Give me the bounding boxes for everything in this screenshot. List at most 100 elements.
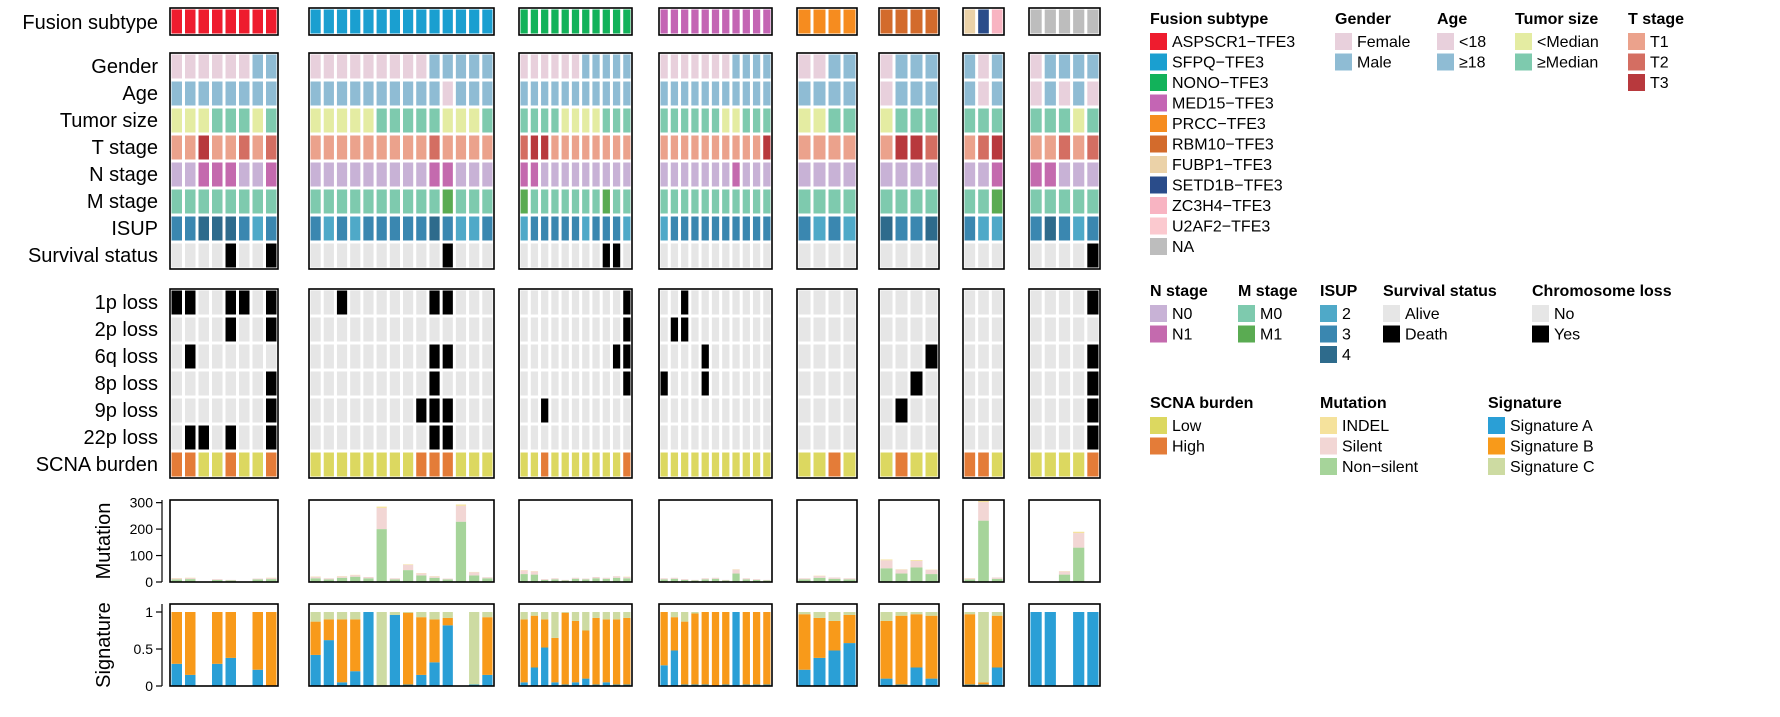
heatmap-cell [541,317,549,342]
heatmap-cell [711,216,720,241]
heatmap-cell [763,398,771,423]
legend-swatch [1150,33,1167,50]
heatmap-cell [670,162,679,187]
signature-bar [429,619,440,663]
heatmap-cell [266,452,277,477]
heatmap-cell [910,135,923,160]
signature-bar [711,612,720,686]
heatmap-cell [336,54,348,79]
heatmap-cell [403,216,414,241]
mutation-bar [310,576,321,579]
fusion-cell [530,9,539,34]
mutation-bar [416,575,427,582]
fusion-cell [551,9,559,34]
heatmap-cell [592,243,600,268]
heatmap-cell [389,189,400,214]
heatmap-cell [828,243,841,268]
heatmap-cell [623,81,631,106]
heatmap-cell [416,398,427,423]
fusion-cell [681,9,689,34]
heatmap-cell [925,189,938,214]
heatmap-cell [551,54,559,79]
heatmap-cell [455,54,467,79]
heatmap-cell [752,317,761,342]
heatmap-cell [376,135,387,160]
heatmap-cell [336,216,348,241]
heatmap-cell [1030,344,1042,369]
mutation-bar [813,577,826,582]
heatmap-cell [403,243,414,268]
mutation-bar [403,564,414,565]
heatmap-cell [670,54,679,79]
heatmap-cell [376,425,387,450]
legend-entry: M0 [1260,306,1282,323]
heatmap-cell [442,81,453,106]
heatmap-cell [681,108,689,133]
heatmap-cell [742,108,750,133]
mutation-bar [623,578,631,582]
heatmap-cell [442,135,453,160]
fusion-cell [722,9,730,34]
heatmap-cell [482,81,493,106]
row-label: Tumor size [60,110,158,132]
signature-bar [530,612,539,616]
heatmap-cell [561,189,569,214]
heatmap-cell [660,452,668,477]
heatmap-cell [1030,108,1042,133]
heatmap-cell [978,108,989,133]
heatmap-cell [198,452,209,477]
fusion-cell [763,9,771,34]
block-frame [1028,288,1101,479]
heatmap-cell [1058,290,1071,315]
heatmap-cell [798,189,811,214]
heatmap-cell [530,344,539,369]
heatmap-cell [732,344,740,369]
heatmap-cell [561,108,569,133]
heatmap-cell [1087,317,1099,342]
heatmap-cell [403,317,414,342]
heatmap-cell [442,290,453,315]
heatmap-cell [691,425,699,450]
mutation-bar [520,574,528,582]
heatmap-cell [701,216,709,241]
heatmap-cell [925,54,938,79]
heatmap-cell [571,108,580,133]
heatmap-cell [266,243,277,268]
legend-swatch [1628,33,1645,50]
heatmap-cell [239,216,250,241]
heatmap-cell [416,243,427,268]
heatmap-cell [880,81,893,106]
heatmap-cell [978,81,989,106]
heatmap-cell [660,425,668,450]
mutation-tick-label: 300 [130,495,154,511]
heatmap-cell [582,344,590,369]
signature-bar [763,612,771,685]
heatmap-cell [991,344,1003,369]
heatmap-cell [701,425,709,450]
block-frame [518,52,633,270]
legend-title: Tumor size [1515,11,1598,28]
heatmap-cell [455,243,467,268]
signature-bar [185,612,196,675]
heatmap-cell [416,81,427,106]
heatmap-cell [561,452,569,477]
heatmap-cell [763,189,771,214]
signature-tick-label: 0 [145,678,153,694]
legend-swatch [1320,305,1337,322]
legend-swatch [1150,325,1167,343]
heatmap-cell [828,81,841,106]
heatmap-cell [978,317,989,342]
heatmap-cell [798,452,811,477]
heatmap-cell [469,425,480,450]
fusion-group-frame [308,7,495,36]
legend-entry: <Median [1537,34,1599,51]
row-label: 2p loss [95,319,158,341]
signature-frame [878,603,940,687]
mutation-bar [541,579,549,582]
heatmap-cell [964,290,976,315]
heatmap-cell [602,81,610,106]
heatmap-cell [592,162,600,187]
heatmap-cell [429,108,440,133]
heatmap-cell [592,398,600,423]
heatmap-cell [1087,81,1099,106]
